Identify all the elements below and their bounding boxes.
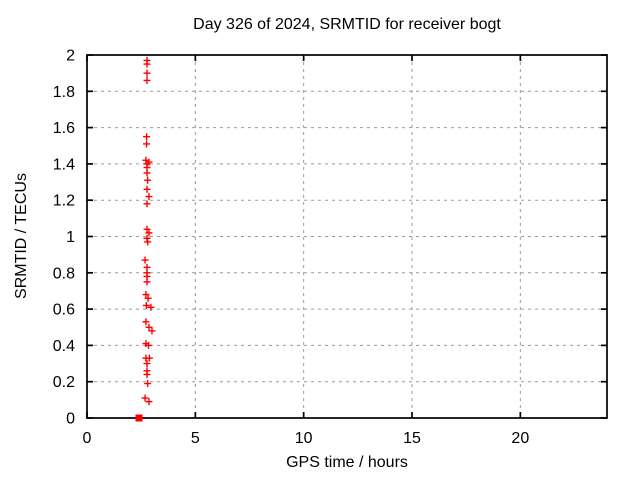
- y-tick-label: 0: [66, 411, 75, 428]
- x-tick-label: 10: [295, 430, 313, 447]
- x-tick-label: 20: [511, 430, 529, 447]
- y-tick-label: 2: [66, 48, 75, 65]
- y-tick-label: 0.8: [53, 265, 75, 282]
- y-tick-label: 0.4: [53, 338, 75, 355]
- y-tick-label: 1.6: [53, 120, 75, 137]
- y-tick-label: 1: [66, 229, 75, 246]
- y-tick-label: 0.2: [53, 374, 75, 391]
- data-point-square: [135, 414, 143, 422]
- x-tick-label: 15: [403, 430, 421, 447]
- x-tick-label: 0: [83, 430, 92, 447]
- y-tick-label: 1.4: [53, 156, 75, 173]
- chart-title: Day 326 of 2024, SRMTID for receiver bog…: [193, 16, 501, 33]
- y-tick-label: 0.6: [53, 302, 75, 319]
- x-tick-label: 5: [191, 430, 200, 447]
- y-tick-label: 1.2: [53, 193, 75, 210]
- y-tick-label: 1.8: [53, 84, 75, 101]
- x-axis-title: GPS time / hours: [286, 454, 408, 471]
